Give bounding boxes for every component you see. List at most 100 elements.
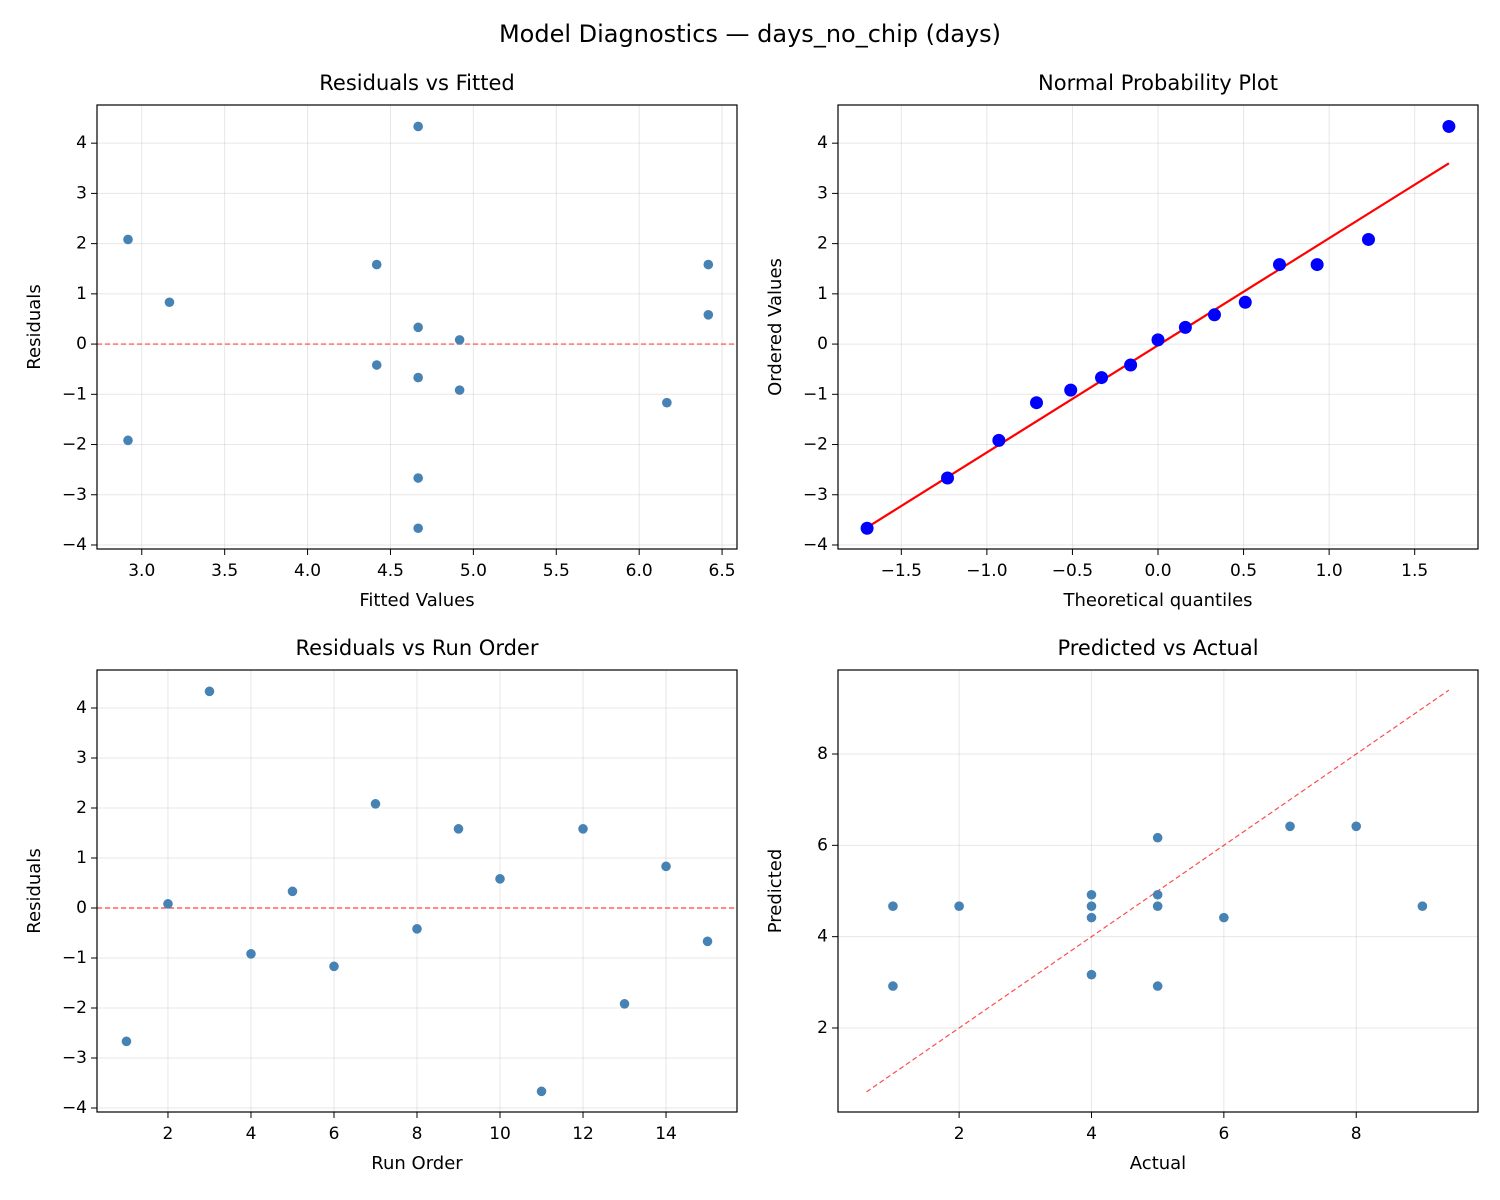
data-point <box>413 523 423 534</box>
x-tick-label: 5.5 <box>543 561 570 581</box>
data-point <box>703 259 714 270</box>
data-point <box>860 521 874 535</box>
y-tick-label: 0 <box>76 898 87 918</box>
y-tick-label: 4 <box>817 133 828 153</box>
y-tick-label: 1 <box>76 848 87 868</box>
x-axis-label: Fitted Values <box>359 590 474 611</box>
y-tick-label: 0 <box>76 334 87 354</box>
data-point <box>1124 358 1138 372</box>
data-point <box>1351 821 1362 832</box>
y-tick-label: −3 <box>62 485 87 505</box>
data-point <box>1086 889 1097 900</box>
y-tick-label: 4 <box>76 133 87 153</box>
data-point <box>1417 901 1428 912</box>
data-point <box>1151 333 1165 347</box>
y-tick-label: 2 <box>817 234 828 254</box>
data-point <box>123 435 133 446</box>
x-tick-label: 12 <box>572 1124 594 1144</box>
data-point <box>662 397 672 408</box>
y-axis-label: Predicted <box>765 849 786 934</box>
data-point <box>1086 901 1097 912</box>
data-point <box>123 234 133 245</box>
data-point <box>703 309 714 320</box>
data-point <box>1219 912 1229 923</box>
y-tick-label: −3 <box>62 1048 87 1068</box>
data-point <box>619 999 630 1009</box>
data-point <box>329 961 339 972</box>
data-point <box>954 901 964 912</box>
y-tick-label: −2 <box>803 435 828 455</box>
x-tick-label: −1.0 <box>966 561 1007 581</box>
y-axis-label: Ordered Values <box>765 258 786 396</box>
data-point <box>1152 981 1163 991</box>
subplot: Residuals vs Fitted Fitted Values Residual… <box>24 71 738 611</box>
data-point <box>888 901 898 912</box>
y-tick-label: 2 <box>76 234 87 254</box>
axes-frame <box>96 104 738 550</box>
data-point <box>1442 119 1456 133</box>
x-tick-label: 3.5 <box>211 561 238 581</box>
data-point <box>413 372 423 383</box>
data-point <box>413 473 423 483</box>
x-axis-label: Run Order <box>371 1153 463 1174</box>
data-point <box>1310 258 1324 272</box>
x-tick-label: 1.0 <box>1316 561 1343 581</box>
x-tick-label: 4.0 <box>294 561 321 581</box>
data-point <box>454 335 465 345</box>
data-point <box>888 981 898 991</box>
y-tick-label: −4 <box>803 535 828 555</box>
subplot-title: Residuals vs Run Order <box>296 636 539 660</box>
data-point <box>495 874 505 884</box>
data-point <box>413 121 423 132</box>
y-tick-label: −4 <box>62 535 87 555</box>
x-tick-label: 6 <box>329 1124 340 1144</box>
subplot-title: Normal Probability Plot <box>1038 71 1278 95</box>
y-tick-label: 1 <box>817 284 828 304</box>
data-point <box>454 385 465 395</box>
x-tick-label: 0.0 <box>1144 561 1171 581</box>
axes-frame <box>837 104 1479 550</box>
data-point <box>1086 912 1097 923</box>
x-tick-label: 4 <box>246 1124 257 1144</box>
x-tick-label: 2 <box>954 1124 965 1144</box>
y-tick-label: 1 <box>76 284 87 304</box>
x-tick-label: 4.5 <box>377 561 404 581</box>
x-tick-label: 14 <box>655 1124 677 1144</box>
figure-title: Model Diagnostics — days_no_chip (days) <box>499 20 1001 48</box>
subplot: Predicted vs Actual Actual Predicted 2 4 6 8 2 4… <box>765 636 1479 1174</box>
y-tick-label: 2 <box>817 1018 828 1038</box>
data-point <box>1152 901 1163 912</box>
data-point <box>1030 396 1044 410</box>
x-tick-label: 10 <box>489 1124 511 1144</box>
data-point <box>941 471 955 485</box>
x-tick-label: 8 <box>1351 1124 1362 1144</box>
data-point <box>1152 889 1163 900</box>
data-point <box>1152 832 1163 843</box>
x-tick-label: −0.5 <box>1052 561 1093 581</box>
x-tick-label: 2 <box>163 1124 174 1144</box>
y-tick-label: 2 <box>76 798 87 818</box>
data-point <box>164 297 175 308</box>
data-point <box>163 899 173 909</box>
data-point <box>702 936 713 947</box>
data-point <box>578 824 588 834</box>
data-point <box>287 886 298 897</box>
data-point <box>1238 295 1252 309</box>
y-tick-label: −4 <box>62 1098 87 1118</box>
data-point <box>246 949 256 959</box>
x-tick-label: 4 <box>1086 1124 1097 1144</box>
axes-frame <box>837 669 1479 1113</box>
data-point <box>1178 320 1192 334</box>
data-point <box>1095 371 1109 385</box>
y-axis-label: Residuals <box>24 284 45 369</box>
x-axis-label: Actual <box>1130 1153 1186 1174</box>
x-tick-label: −1.5 <box>881 561 922 581</box>
y-tick-label: 3 <box>76 183 87 203</box>
data-point <box>1207 308 1221 322</box>
x-axis-label: Theoretical quantiles <box>1062 590 1252 611</box>
y-tick-label: −1 <box>62 948 87 968</box>
y-tick-label: 4 <box>76 698 87 718</box>
x-tick-label: 0.5 <box>1230 561 1257 581</box>
